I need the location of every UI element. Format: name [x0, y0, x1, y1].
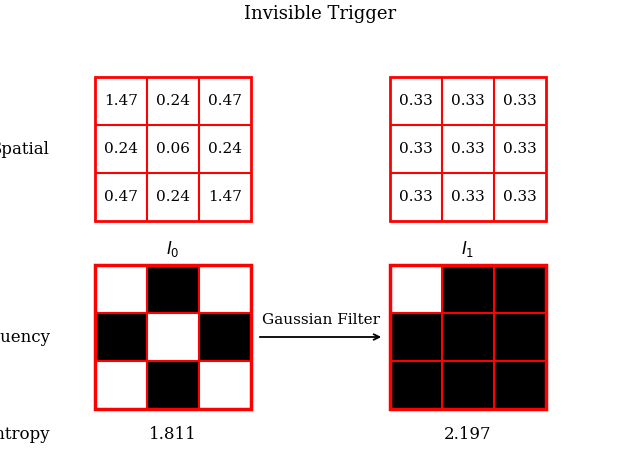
Text: 1.47: 1.47 — [208, 190, 242, 204]
Text: 0.33: 0.33 — [503, 190, 537, 204]
Bar — [95, 313, 147, 361]
Text: 1.47: 1.47 — [104, 94, 138, 108]
Text: 1.811: 1.811 — [149, 425, 197, 442]
Bar — [390, 313, 442, 361]
Bar — [199, 361, 251, 409]
Bar — [390, 265, 546, 409]
Bar — [95, 265, 251, 409]
Text: 0.24: 0.24 — [156, 94, 190, 108]
Text: 0.33: 0.33 — [451, 190, 485, 204]
Bar — [95, 77, 251, 221]
Text: Spatial: Spatial — [0, 141, 50, 158]
Bar — [494, 361, 546, 409]
Text: 0.33: 0.33 — [451, 94, 485, 108]
Bar — [442, 361, 494, 409]
Bar — [147, 361, 199, 409]
Text: Entropy: Entropy — [0, 425, 50, 442]
Text: 0.24: 0.24 — [104, 142, 138, 156]
Text: Invisible Trigger: Invisible Trigger — [244, 5, 396, 23]
Text: 0.33: 0.33 — [503, 94, 537, 108]
Bar — [147, 313, 199, 361]
Text: 0.33: 0.33 — [503, 142, 537, 156]
Text: Frequency: Frequency — [0, 328, 50, 346]
Text: 0.47: 0.47 — [208, 94, 242, 108]
Text: 0.06: 0.06 — [156, 142, 190, 156]
Bar — [95, 361, 147, 409]
Bar — [390, 77, 546, 221]
Text: 0.33: 0.33 — [451, 142, 485, 156]
Bar — [199, 265, 251, 313]
Text: 0.24: 0.24 — [208, 142, 242, 156]
Bar — [494, 313, 546, 361]
Bar — [442, 265, 494, 313]
Bar — [442, 313, 494, 361]
Bar — [147, 265, 199, 313]
Text: $I_0$: $I_0$ — [166, 239, 180, 259]
Bar — [95, 265, 147, 313]
Text: $I_1$: $I_1$ — [461, 239, 475, 259]
Text: 2.197: 2.197 — [444, 425, 492, 442]
Bar — [390, 265, 442, 313]
Text: 0.24: 0.24 — [156, 190, 190, 204]
Text: 0.33: 0.33 — [399, 94, 433, 108]
Text: 0.33: 0.33 — [399, 142, 433, 156]
Bar — [494, 265, 546, 313]
Text: 0.33: 0.33 — [399, 190, 433, 204]
Bar — [390, 361, 442, 409]
Text: Gaussian Filter: Gaussian Filter — [262, 313, 380, 327]
Text: 0.47: 0.47 — [104, 190, 138, 204]
Bar — [199, 313, 251, 361]
